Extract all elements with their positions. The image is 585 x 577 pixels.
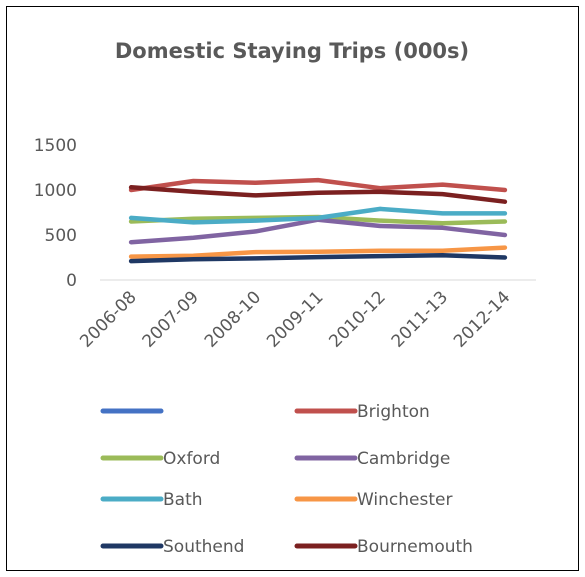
legend-label: Cambridge	[357, 449, 450, 469]
legend-item-cambridge: Cambridge	[294, 449, 450, 469]
legend-item-winchester: Winchester	[294, 490, 452, 510]
chart-area	[6, 6, 579, 571]
legend-label: Bath	[163, 490, 203, 510]
chart-title: Domestic Staying Trips (000s)	[115, 39, 469, 63]
series-line-bournemouth	[128, 185, 508, 204]
x-tick-label: 2012-14	[450, 287, 514, 351]
x-tick-label: 2009-11	[263, 287, 327, 351]
legend-item-oxford: Oxford	[100, 449, 220, 469]
series-line-brighton	[128, 177, 508, 193]
legend-label: Bournemouth	[357, 537, 473, 557]
legend-label: Brighton	[357, 402, 430, 422]
plot-area	[128, 177, 508, 264]
y-tick-label: 1000	[34, 181, 77, 201]
legend: Brighton Oxford Cambridge Bath Winchester Sou…	[100, 402, 473, 557]
x-tick-label: 2010-12	[325, 287, 389, 351]
legend-label: Winchester	[357, 490, 452, 510]
legend-item-brighton: Brighton	[294, 402, 430, 422]
series-line-winchester	[128, 245, 508, 259]
legend-item-bath: Bath	[100, 490, 203, 510]
legend-label: Oxford	[163, 449, 220, 469]
legend-item-bournemouth: Bournemouth	[294, 537, 473, 557]
legend-item-southend: Southend	[100, 537, 244, 557]
y-axis: 0 500 1000 1500	[34, 136, 77, 291]
series-line-bath	[128, 206, 508, 225]
x-tick-label: 2006-08	[76, 287, 140, 351]
x-tick-label: 2008-10	[201, 287, 265, 351]
y-tick-label: 1500	[34, 136, 77, 156]
y-tick-label: 0	[66, 271, 77, 291]
x-tick-label: 2011-13	[388, 287, 452, 351]
series-line-southend	[128, 253, 508, 264]
x-tick-label: 2007-09	[139, 287, 203, 351]
x-axis: 2006-082007-092008-102009-112010-122011-…	[76, 287, 514, 351]
legend-label: Southend	[163, 537, 244, 557]
y-tick-label: 500	[45, 226, 77, 246]
